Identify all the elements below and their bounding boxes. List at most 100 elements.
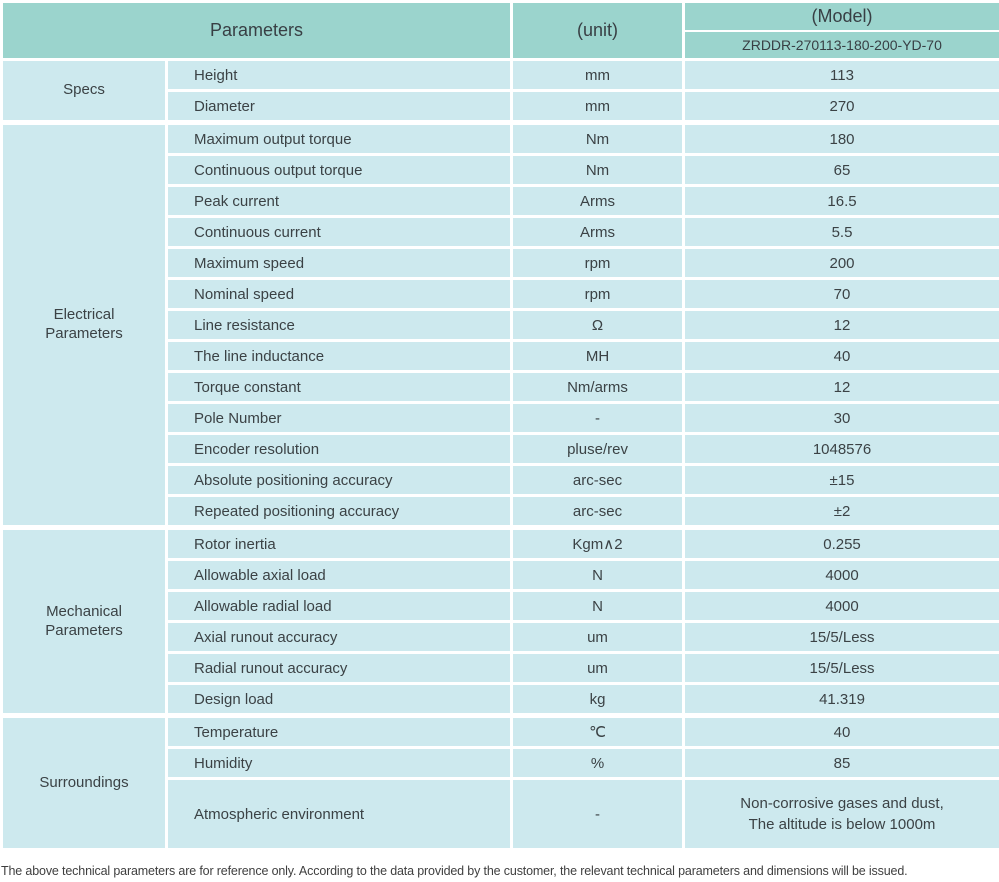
value-cell: 1048576 xyxy=(682,432,999,466)
category-cell-electrical: Electrical Parameters xyxy=(0,120,168,529)
param-cell: Maximum speed xyxy=(164,246,514,280)
unit-cell: um xyxy=(510,651,686,685)
value-cell: ±2 xyxy=(682,494,999,529)
table-row: Allowable radial load N 4000 xyxy=(2,589,999,623)
unit-cell: ℃ xyxy=(510,713,686,749)
unit-cell: MH xyxy=(510,339,686,373)
unit-cell: % xyxy=(510,746,686,780)
unit-cell: - xyxy=(510,401,686,435)
value-cell: 30 xyxy=(682,401,999,435)
table-row: Encoder resolution pluse/rev 1048576 xyxy=(2,432,999,466)
unit-cell: mm xyxy=(510,89,686,124)
table-row: Pole Number - 30 xyxy=(2,401,999,435)
unit-cell: N xyxy=(510,589,686,623)
unit-cell: N xyxy=(510,558,686,592)
table-row: Mechanical Parameters Rotor inertia Kgm∧… xyxy=(0,525,999,717)
table-row: Humidity % 85 xyxy=(2,746,999,780)
value-cell: 5.5 xyxy=(682,215,999,249)
unit-cell: mm xyxy=(510,58,686,92)
unit-cell: um xyxy=(510,620,686,654)
value-cell: 70 xyxy=(682,277,999,311)
table-row: Absolute positioning accuracy arc-sec ±1… xyxy=(2,463,999,497)
table-row: Surroundings Temperature ℃ 40 xyxy=(0,713,999,851)
unit-cell: Nm xyxy=(510,153,686,187)
param-cell: Allowable radial load xyxy=(164,589,514,623)
value-cell: 40 xyxy=(682,713,999,749)
param-cell: Absolute positioning accuracy xyxy=(164,463,514,497)
param-cell: Rotor inertia xyxy=(164,525,514,561)
param-cell: Maximum output torque xyxy=(164,120,514,156)
value-cell: ±15 xyxy=(682,463,999,497)
unit-cell: kg xyxy=(510,682,686,717)
value-cell: 41.319 xyxy=(682,682,999,717)
unit-cell: Arms xyxy=(510,215,686,249)
category-cell-specs: Specs xyxy=(0,58,168,124)
value-cell: Non-corrosive gases and dust, The altitu… xyxy=(682,777,999,851)
table-row: Continuous current Arms 5.5 xyxy=(2,215,999,249)
table-row: Radial runout accuracy um 15/5/Less xyxy=(2,651,999,685)
unit-cell: Arms xyxy=(510,184,686,218)
param-cell: Pole Number xyxy=(164,401,514,435)
header-parameters: Parameters xyxy=(0,0,514,61)
param-cell: Design load xyxy=(164,682,514,717)
unit-cell: - xyxy=(510,777,686,851)
param-cell: Torque constant xyxy=(164,370,514,404)
table-row: Continuous output torque Nm 65 xyxy=(2,153,999,187)
header-model-number: ZRDDR-270113-180-200-YD-70 xyxy=(682,30,999,61)
unit-cell: Nm xyxy=(510,120,686,156)
value-cell: 12 xyxy=(682,370,999,404)
value-cell: 4000 xyxy=(682,558,999,592)
param-cell: Height xyxy=(164,58,514,92)
table-row: Peak current Arms 16.5 xyxy=(2,184,999,218)
table-row: Allowable axial load N 4000 xyxy=(2,558,999,592)
value-cell: 200 xyxy=(682,246,999,280)
param-cell: Atmospheric environment xyxy=(164,777,514,851)
param-cell: Peak current xyxy=(164,184,514,218)
unit-cell: arc-sec xyxy=(510,494,686,529)
unit-cell: pluse/rev xyxy=(510,432,686,466)
header-model: (Model) xyxy=(682,0,999,32)
unit-cell: Ω xyxy=(510,308,686,342)
unit-cell: Nm/arms xyxy=(510,370,686,404)
param-cell: Nominal speed xyxy=(164,277,514,311)
unit-cell: rpm xyxy=(510,246,686,280)
table-header: Parameters (unit) (Model) ZRDDR-270113-1… xyxy=(0,0,999,61)
category-cell-surroundings: Surroundings xyxy=(0,713,168,851)
param-cell: The line inductance xyxy=(164,339,514,373)
param-cell: Allowable axial load xyxy=(164,558,514,592)
param-cell: Line resistance xyxy=(164,308,514,342)
table-row: Nominal speed rpm 70 xyxy=(2,277,999,311)
table-row: Electrical Parameters Maximum output tor… xyxy=(0,120,999,529)
footnote: The above technical parameters are for r… xyxy=(1,864,908,878)
value-cell: 40 xyxy=(682,339,999,373)
value-cell: 15/5/Less xyxy=(682,620,999,654)
param-cell: Radial runout accuracy xyxy=(164,651,514,685)
table-row: Line resistance Ω 12 xyxy=(2,308,999,342)
value-cell: 113 xyxy=(682,58,999,92)
param-cell: Continuous output torque xyxy=(164,153,514,187)
param-cell: Encoder resolution xyxy=(164,432,514,466)
param-cell: Axial runout accuracy xyxy=(164,620,514,654)
param-cell: Repeated positioning accuracy xyxy=(164,494,514,529)
table-row: Diameter mm 270 xyxy=(2,89,999,124)
table-row: Specs Height mm 113 xyxy=(0,58,999,124)
unit-cell: arc-sec xyxy=(510,463,686,497)
category-cell-mechanical: Mechanical Parameters xyxy=(0,525,168,717)
table-row: Torque constant Nm/arms 12 xyxy=(2,370,999,404)
value-cell: 16.5 xyxy=(682,184,999,218)
table-row: Axial runout accuracy um 15/5/Less xyxy=(2,620,999,654)
header-row-1: Parameters (unit) (Model) xyxy=(0,0,999,61)
param-cell: Humidity xyxy=(164,746,514,780)
param-cell: Continuous current xyxy=(164,215,514,249)
value-cell: 270 xyxy=(682,89,999,124)
value-cell: 85 xyxy=(682,746,999,780)
unit-cell: rpm xyxy=(510,277,686,311)
value-cell: 15/5/Less xyxy=(682,651,999,685)
header-row-2: ZRDDR-270113-180-200-YD-70 xyxy=(2,30,999,61)
header-unit: (unit) xyxy=(510,0,686,61)
unit-cell: Kgm∧2 xyxy=(510,525,686,561)
value-cell: 65 xyxy=(682,153,999,187)
table-row: Atmospheric environment - Non-corrosive … xyxy=(2,777,999,851)
table-row: Repeated positioning accuracy arc-sec ±2 xyxy=(2,494,999,529)
value-cell: 180 xyxy=(682,120,999,156)
